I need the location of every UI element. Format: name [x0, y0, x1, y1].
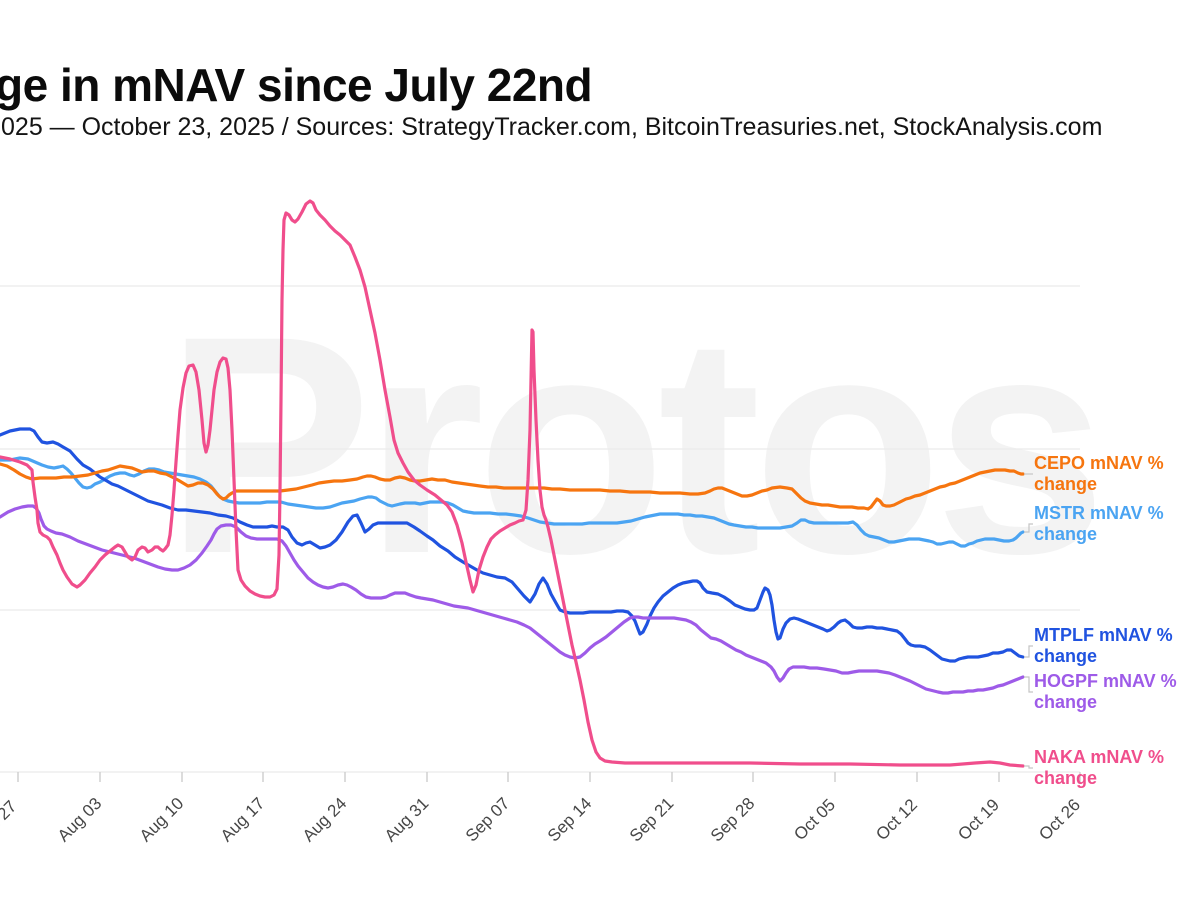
series-label-line: HOGPF mNAV % [1034, 671, 1177, 691]
chart-subtitle: July 22, 2025 — October 23, 2025 / Sourc… [0, 113, 1103, 141]
series-label-mstr: MSTR mNAV % change [1034, 503, 1164, 545]
series-line-mtplf [0, 427, 1025, 663]
series-label-naka: NAKA mNAV % change [1034, 747, 1164, 789]
label-connector-hogpf [1024, 676, 1033, 693]
series-label-hogpf: HOGPF mNAV % change [1034, 671, 1177, 713]
series-line-cepo [0, 462, 1025, 511]
series-label-line: NAKA mNAV % [1034, 747, 1165, 767]
series-label-cepo: CEPO mNAV % change [1034, 453, 1164, 495]
series-line-naka [0, 199, 1025, 768]
chart-title: Change in mNAV since July 22nd [0, 59, 593, 111]
label-connector-naka [1024, 765, 1033, 769]
series-label-line: MSTR mNAV % [1034, 503, 1164, 523]
series-label-line: change [1034, 524, 1098, 544]
series-line-hogpf [0, 504, 1025, 695]
label-connector-mstr [1024, 523, 1033, 533]
series-label-line: change [1034, 768, 1098, 788]
series-label-mtplf: MTPLF mNAV % change [1034, 625, 1173, 667]
label-connector-mtplf [1024, 645, 1033, 658]
series-label-line: change [1034, 646, 1098, 666]
series-label-line: MTPLF mNAV % [1034, 625, 1173, 645]
series-label-line: change [1034, 692, 1098, 712]
series-label-line: change [1034, 474, 1098, 494]
series-label-line: CEPO mNAV % [1034, 453, 1164, 473]
